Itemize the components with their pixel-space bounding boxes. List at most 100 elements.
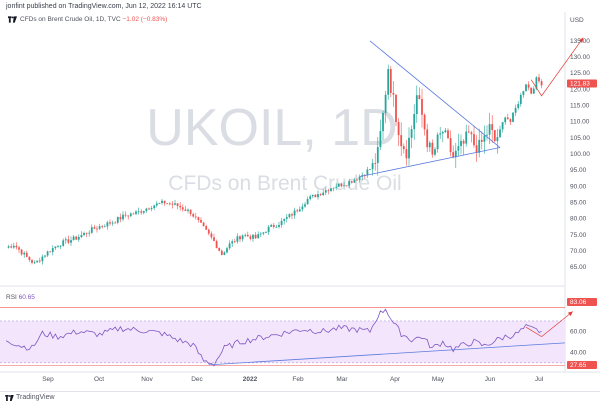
candle-body [350,181,353,183]
candle-body [423,114,426,130]
candle-body [192,214,195,217]
candle-body [75,236,78,240]
candle-body [223,252,226,255]
candle-body [241,235,244,240]
candle-body [449,138,452,153]
candle-body [10,246,13,248]
candle-body [467,131,470,133]
candle-body [483,135,486,142]
rsi-max-value: 83.06 [570,299,587,306]
candle-body [135,211,137,214]
time-tick-label: Nov [141,376,153,383]
price-tick-label: 105.00 [570,135,590,142]
candle-body [275,226,278,228]
candle-body [44,255,46,257]
rsi-label: RSI [6,294,17,301]
candle-body [337,183,340,187]
candle-body [514,107,517,113]
candle-body [283,218,286,221]
candle-body [332,187,335,189]
candle-body [317,194,319,198]
candle-body [49,251,52,253]
candle-body [522,91,525,95]
price-tick-label: 125.00 [570,70,590,77]
candle-body [111,222,114,224]
candle-body [246,234,249,237]
candle-body [51,248,54,253]
candle-body [93,227,96,229]
candle-body [124,214,127,216]
candle-body [356,179,358,181]
price-change: −1.02 (−0.83%) [122,16,168,23]
publisher-caption: jonfint published on TradingView.com, Ju… [6,3,202,10]
candle-body [506,117,509,120]
time-tick-label: Jun [485,376,496,383]
candle-body [41,256,44,262]
candle-body [288,214,291,218]
candle-body [470,132,473,135]
candle-body [504,117,507,123]
candle-body [90,227,93,233]
candle-body [12,245,15,248]
candle-body [119,217,122,220]
tradingview-logo-icon [5,395,14,401]
candle-body [98,226,101,229]
candle-body [220,250,223,255]
candle-body [64,239,67,241]
candle-body [444,130,447,133]
candle-body [259,233,262,235]
candle-body [366,169,369,176]
candle-body [311,194,314,197]
price-axis[interactable]: 135.00 130.00 125.00 120.00 115.00 110.00 105.… [570,38,590,271]
candle-body [179,205,182,208]
rsi-arrowhead [567,311,573,317]
candle-body [236,236,239,242]
brand-name: TradingView [16,394,55,401]
candle-body [205,226,208,230]
candle-body [301,206,304,210]
candle-body [267,226,270,233]
candle-body [441,132,444,134]
candle-body [265,232,267,233]
candle-body [202,222,205,227]
candle-body [439,133,442,135]
candle-body [116,217,119,223]
candle-body [428,142,431,148]
candle-body [475,145,478,153]
time-axis[interactable]: Sep Oct Nov Dec 2022 Feb Mar Apr May Jun Jul [42,376,543,383]
candle-body [140,211,143,213]
candle-body [148,208,150,210]
candle-body [20,249,23,255]
candle-body [525,84,527,92]
candle-body [400,135,403,147]
candle-body [207,229,210,234]
projection-arrow [530,37,584,97]
price-tick-label: 95.00 [570,167,587,174]
candle-body [291,214,293,216]
candle-body [200,219,202,223]
candle-body [103,226,106,228]
candle-body [358,176,361,180]
candle-body [402,146,405,150]
candle-body [96,228,98,230]
rsi-axis[interactable]: 60.00 40.00 [570,328,587,356]
candle-body [210,233,213,238]
candle-body [348,181,351,186]
candle-body [161,200,163,203]
candle-body [395,94,397,122]
candle-body [187,209,189,211]
candle-body [473,134,475,146]
candle-body [285,217,288,219]
candle-body [293,210,296,216]
candle-body [257,234,260,239]
candle-body [371,163,374,170]
candle-body [145,208,148,211]
candle-body [379,131,382,148]
candle-body [244,234,247,236]
candle-body [384,94,387,113]
rsi-projection-arrow [525,311,574,338]
candle-body [226,248,228,253]
candle-body [176,203,179,206]
candle-body [538,77,540,82]
